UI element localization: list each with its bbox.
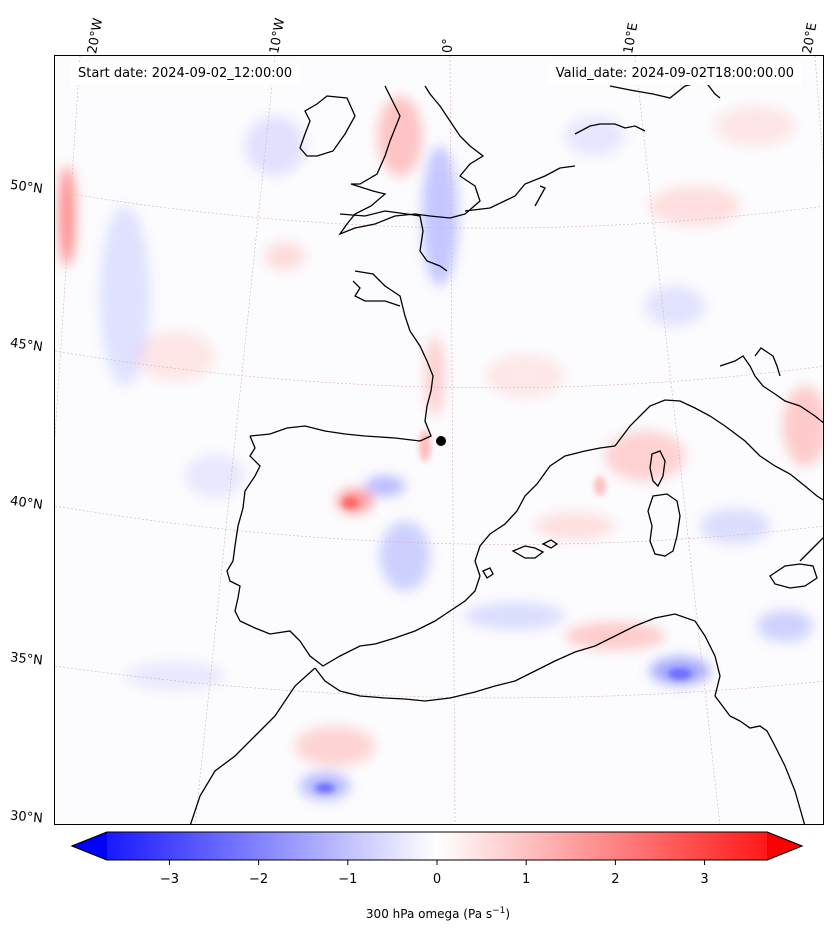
colorbar-tick-label: 1	[522, 872, 530, 887]
omega-shading	[59, 96, 823, 800]
omega-detail	[315, 430, 692, 793]
graticule	[55, 56, 823, 824]
lat-label-40n: 40°N	[9, 493, 44, 514]
lon-label-10w: 10°W	[267, 17, 289, 55]
colorbar-extend-low	[72, 832, 107, 860]
lat-label-45n: 45°N	[9, 335, 44, 356]
omega-field-map	[55, 56, 823, 824]
map-panel[interactable]	[54, 55, 824, 825]
colorbar: −3 −2 −1 0 1 2 3	[70, 831, 804, 887]
lat-label-50n: 50°N	[9, 177, 44, 198]
lon-label-10e: 10°E	[621, 21, 642, 56]
colorbar-tick-label: 2	[611, 872, 619, 887]
colorbar-title-close: )	[505, 907, 511, 921]
colorbar-tick-label: −3	[160, 872, 179, 887]
lon-label-20w: 20°W	[85, 17, 107, 55]
coastlines	[189, 80, 823, 824]
colorbar-ticks: −3 −2 −1 0 1 2 3	[160, 860, 709, 887]
lat-label-30n: 30°N	[9, 808, 44, 827]
colorbar-extend-high	[767, 832, 802, 860]
colorbar-tick-label: −1	[338, 872, 357, 887]
start-date-label: Start date: 2024-09-02_12:00:00	[70, 63, 301, 85]
colorbar-title-main: 300 hPa omega (Pa s	[365, 907, 493, 921]
colorbar-tick-label: 0	[433, 872, 441, 887]
colorbar-tick-label: 3	[700, 872, 708, 887]
valid-date-label: Valid_date: 2024-09-02T18:00:00.00	[547, 63, 802, 85]
lat-label-35n: 35°N	[9, 650, 44, 669]
colorbar-title: 300 hPa omega (Pa s−1)	[0, 906, 832, 921]
lon-label-0: 0°	[441, 38, 456, 53]
colorbar-title-exp: −1	[492, 906, 506, 916]
colorbar-tick-label: −2	[249, 872, 268, 887]
lon-label-20e: 20°E	[800, 21, 821, 56]
colorbar-body	[70, 831, 804, 861]
marker-dot	[436, 436, 446, 446]
